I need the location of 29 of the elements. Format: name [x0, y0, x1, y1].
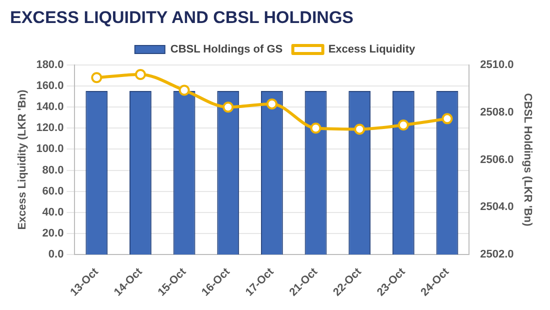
y2-tick-label: 2508.0: [480, 106, 514, 118]
y2-tick-label: 2506.0: [480, 154, 514, 166]
y-axis-title: Excess Liquidity (LKR 'Bn): [16, 89, 29, 230]
y2-axis-title: CBSL Holdings (LKR 'Bn): [521, 93, 534, 227]
point: [134, 68, 146, 80]
point: [354, 124, 366, 135]
y-tick-label: 80.0: [42, 164, 64, 176]
legend-label: Excess Liquidity: [328, 44, 416, 56]
y-tick-label: 180.0: [36, 59, 64, 72]
point: [266, 98, 278, 110]
y-tick-label: 120.0: [36, 122, 64, 134]
point: [442, 113, 453, 124]
y2-tick-label: 2510.0: [480, 59, 514, 72]
point: [310, 122, 322, 134]
y-tick-label: 100.0: [36, 143, 64, 156]
y-tick-label: 60.0: [42, 185, 64, 198]
y-tick-label: 0.0: [48, 248, 64, 260]
chart-title: EXCESS LIQUIDITY AND CBSL HOLDINGS: [10, 8, 355, 28]
point: [222, 102, 234, 113]
y2-tick-label: 2504.0: [480, 201, 514, 214]
point: [398, 119, 409, 130]
y-tick-label: 160.0: [36, 80, 64, 92]
point: [91, 72, 102, 84]
y-tick-label: 20.0: [42, 227, 64, 240]
y-tick-label: 140.0: [36, 101, 64, 114]
point: [178, 84, 190, 96]
y-tick-label: 40.0: [42, 206, 64, 218]
legend-label: CBSL Holdings of GS: [170, 44, 283, 56]
y2-tick-label: 2502.0: [480, 248, 514, 260]
